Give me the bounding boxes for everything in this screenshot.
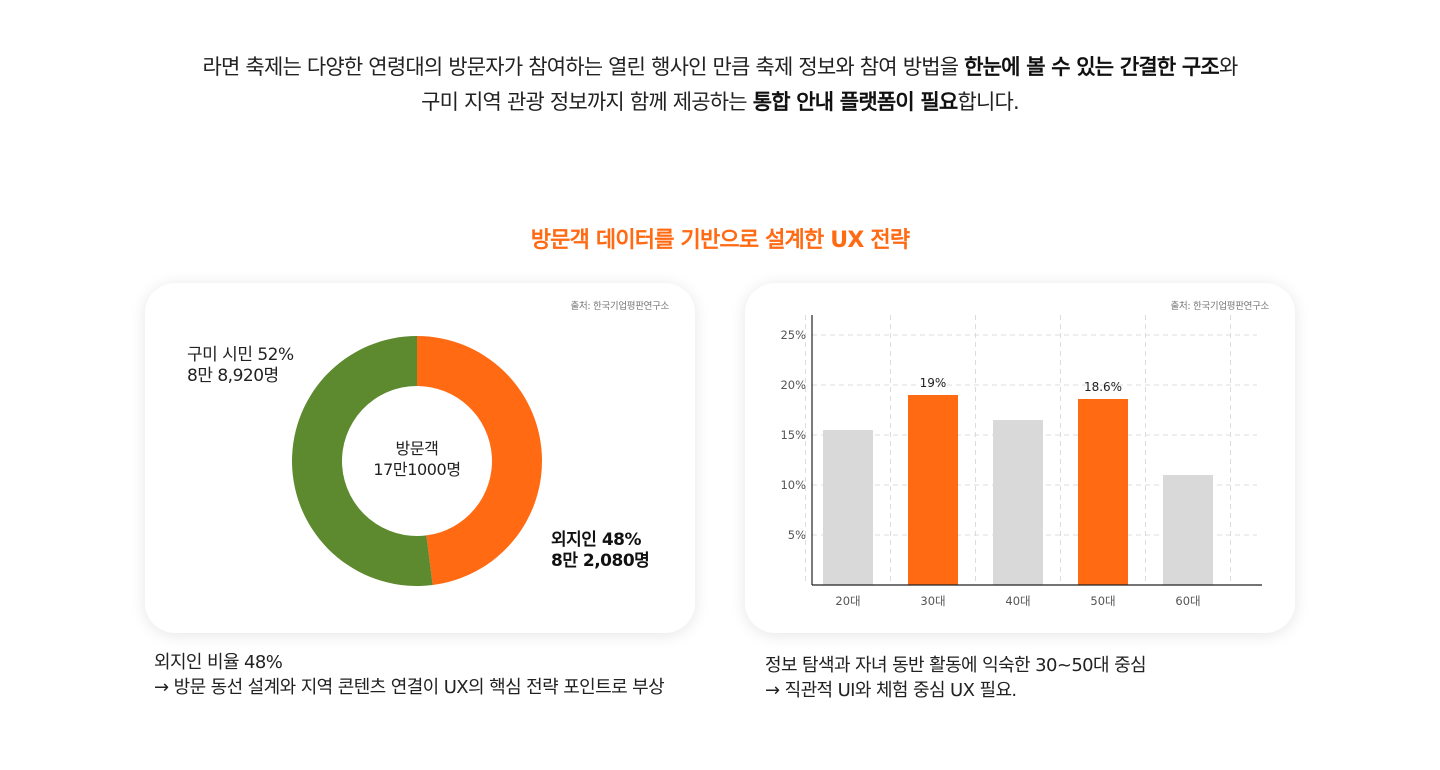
y-tick-label: 10% — [780, 478, 806, 492]
intro-text: 라면 축제는 다양한 연령대의 방문자가 참여하는 열린 행사인 만큼 축제 정… — [0, 50, 1440, 120]
bar-50대 — [1078, 399, 1128, 585]
x-tick-label: 50대 — [1090, 594, 1115, 608]
right-caption: 정보 탐색과 자녀 동반 활동에 익숙한 30~50대 중심 → 직관적 UI와… — [765, 653, 1147, 703]
intro-line-2-emphasis: 통합 안내 플랫폼이 필요 — [752, 90, 959, 114]
x-tick-label: 40대 — [1005, 594, 1030, 608]
outsider-slice-label: 외지인 48% 8만 2,080명 — [551, 530, 650, 572]
left-caption: 외지인 비율 48% → 방문 동선 설계와 지역 콘텐츠 연결이 UX의 핵심… — [154, 650, 665, 700]
y-tick-label: 15% — [780, 428, 806, 442]
intro-line-1-emphasis: 한눈에 볼 수 있는 간결한 구조 — [964, 55, 1220, 79]
right-caption-title: 정보 탐색과 자녀 동반 활동에 익숙한 30~50대 중심 — [765, 655, 1147, 676]
bar-chart-card: 출처: 한국기업평판연구소 5% 10% 15% 20% 25% 20대 19% 30대 40대… — [745, 283, 1295, 633]
bar-30대 — [908, 395, 958, 585]
outsider-slice-count: 8만 2,080명 — [551, 551, 650, 571]
x-tick-label: 20대 — [835, 594, 860, 608]
bar-60대 — [1163, 475, 1213, 585]
left-caption-title: 외지인 비율 48% — [154, 652, 283, 673]
donut-chart — [292, 336, 543, 586]
donut-slice-0 — [417, 336, 543, 586]
intro-line-2-end: 합니다. — [957, 90, 1019, 114]
left-caption-detail: → 방문 동선 설계와 지역 콘텐츠 연결이 UX의 핵심 전략 포인트로 부상 — [154, 677, 665, 698]
donut-chart-card: 출처: 한국기업평판연구소 방문객 17만1000명 구미 시민 52% 8만 … — [145, 283, 695, 633]
section-title: 방문객 데이터를 기반으로 설계한 UX 전략 — [530, 228, 910, 253]
bar-40대 — [993, 420, 1043, 585]
intro-line-1-text: 라면 축제는 다양한 연령대의 방문자가 참여하는 열린 행사인 만큼 축제 정… — [202, 55, 965, 79]
y-tick-label: 20% — [780, 378, 806, 392]
donut-center-title: 방문객 — [395, 439, 439, 458]
intro-line-2-text: 구미 지역 관광 정보까지 함께 제공하는 — [421, 90, 753, 114]
age-bar-chart: 5% 10% 15% 20% 25% 20대 19% 30대 40대 18.6% 50대 60대 — [780, 315, 1262, 608]
donut-center-total: 17만1000명 — [373, 460, 461, 479]
x-tick-label: 30대 — [920, 594, 945, 608]
gumi-slice-percent: 구미 시민 52% — [187, 345, 294, 365]
donut-center-label: 방문객 17만1000명 — [342, 438, 492, 480]
donut-source: 출처: 한국기업평판연구소 — [570, 301, 670, 312]
donut-slice-1 — [292, 336, 433, 586]
right-caption-detail: → 직관적 UI와 체험 중심 UX 필요. — [765, 680, 1017, 701]
bar-20대 — [823, 430, 873, 585]
bar-data-label: 18.6% — [1084, 380, 1122, 394]
gumi-slice-label: 구미 시민 52% 8만 8,920명 — [187, 345, 294, 387]
intro-line-1: 라면 축제는 다양한 연령대의 방문자가 참여하는 열린 행사인 만큼 축제 정… — [0, 50, 1440, 85]
x-tick-label: 60대 — [1175, 594, 1200, 608]
y-tick-label: 25% — [780, 328, 806, 342]
bar-data-label: 19% — [920, 376, 947, 390]
intro-line-1-end: 와 — [1218, 55, 1238, 79]
intro-line-2: 구미 지역 관광 정보까지 함께 제공하는 통합 안내 플랫폼이 필요합니다. — [0, 85, 1440, 120]
y-tick-label: 5% — [788, 528, 806, 542]
gumi-slice-count: 8만 8,920명 — [187, 366, 279, 386]
bar-source: 출처: 한국기업평판연구소 — [1170, 301, 1270, 312]
outsider-slice-percent: 외지인 48% — [551, 530, 642, 550]
